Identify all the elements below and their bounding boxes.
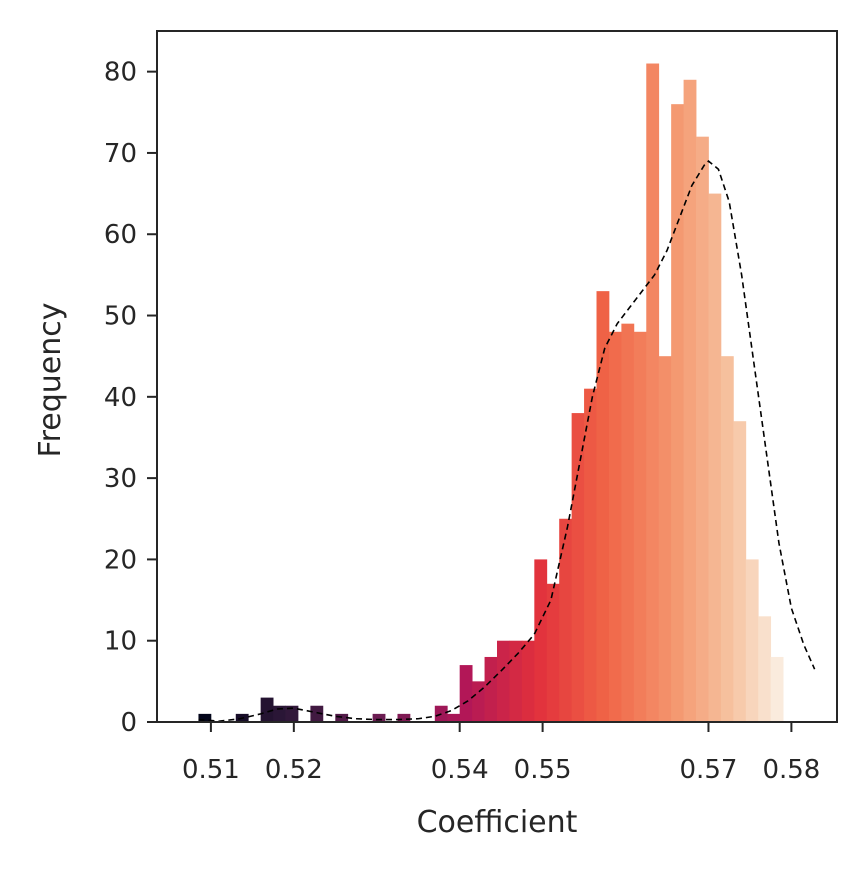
y-tick-label: 20 [104, 545, 137, 575]
histogram-bar [335, 713, 349, 722]
histogram-bar [397, 713, 411, 722]
histogram-bar [472, 681, 485, 722]
histogram-bar [521, 640, 535, 722]
histogram-bar [720, 356, 734, 722]
histogram-bar [758, 616, 772, 722]
histogram-bar [671, 104, 684, 722]
y-tick-label: 0 [120, 708, 137, 738]
x-tick-label: 0.57 [680, 755, 738, 785]
histogram-bar [621, 323, 635, 722]
histogram-bar [658, 356, 672, 722]
y-tick-label: 10 [104, 627, 137, 657]
x-axis-label: Coefficient [417, 805, 578, 840]
histogram-bar [646, 63, 660, 722]
y-tick-label: 80 [104, 58, 137, 88]
histogram-bar [484, 656, 498, 722]
y-tick-label: 70 [104, 139, 137, 169]
histogram-bar [497, 640, 510, 722]
x-axis-ticks: 0.51 0.52 0.54 0.55 0.57 0.58 [182, 722, 820, 785]
x-tick-label: 0.58 [762, 755, 820, 785]
histogram-bar [745, 559, 759, 722]
histogram-bar [198, 713, 212, 722]
histogram-bar [534, 559, 548, 722]
histogram-bar [273, 705, 286, 722]
y-tick-label: 30 [104, 464, 137, 494]
histogram-bar [708, 193, 722, 723]
kde-curve [198, 159, 816, 722]
histogram-bar [447, 713, 461, 722]
histogram-bar [285, 705, 299, 722]
histogram-bar [633, 331, 647, 722]
y-tick-label: 40 [104, 383, 137, 413]
histogram-bar [459, 665, 473, 722]
x-tick-label: 0.54 [431, 755, 489, 785]
histogram-bar [584, 388, 597, 722]
histogram-bar [372, 713, 386, 722]
x-tick-label: 0.52 [265, 755, 323, 785]
x-tick-label: 0.51 [182, 755, 240, 785]
histogram-bar [770, 656, 784, 722]
histogram-bar [683, 79, 697, 722]
histogram-bar [310, 705, 324, 722]
plot-frame [156, 30, 838, 723]
x-tick-label: 0.55 [514, 755, 572, 785]
y-axis-label: Frequency [33, 303, 68, 458]
histogram-bar [509, 640, 523, 722]
histogram-bar [608, 331, 622, 722]
histogram-bars [198, 63, 784, 723]
histogram-bar [546, 583, 560, 722]
histogram-bar [733, 421, 747, 722]
histogram-bar [696, 136, 709, 722]
y-tick-label: 60 [104, 220, 137, 250]
histogram-bar [559, 518, 573, 722]
histogram-bar [571, 413, 585, 722]
y-axis-ticks: 0 10 20 30 40 50 60 70 80 [104, 58, 157, 738]
y-tick-label: 50 [104, 302, 137, 332]
histogram-bar [596, 291, 610, 722]
histogram-bar [260, 697, 274, 722]
